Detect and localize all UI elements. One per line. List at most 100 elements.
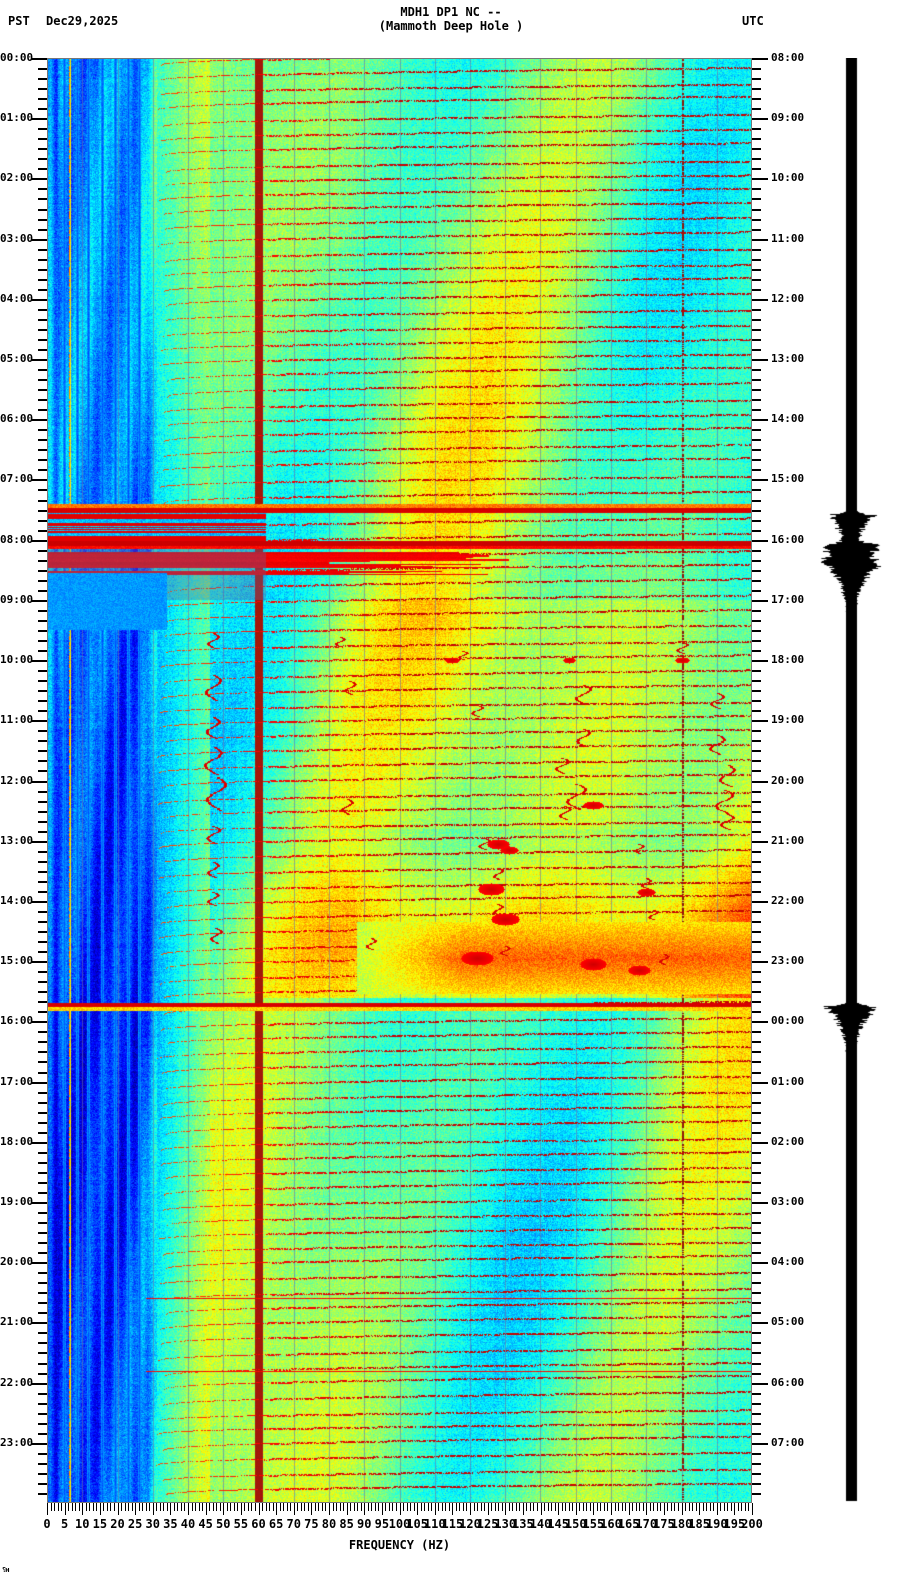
axis-tick [752,510,761,512]
axis-tick [752,640,761,642]
seismic-waveform-trace[interactable] [795,58,902,1503]
axis-tick [385,1503,386,1511]
axis-tick [38,1332,47,1334]
axis-tick [752,590,761,592]
axis-tick [752,1072,761,1074]
axis-tick [361,1503,362,1511]
axis-tick [38,309,47,311]
axis-tick-label: 12:00 [0,774,34,787]
frequency-tick-label: 195 [723,1517,746,1531]
axis-tick [752,901,768,903]
frequency-tick-label: 85 [339,1517,354,1531]
axis-tick [72,1503,73,1511]
axis-tick [555,1503,556,1511]
axis-tick [301,1503,302,1511]
axis-tick [488,1503,489,1515]
axis-tick [417,1503,418,1515]
axis-tick [31,359,47,361]
axis-tick [89,1503,90,1511]
axis-tick [38,891,47,893]
axis-tick [160,1503,161,1511]
axis-tick [600,1503,601,1511]
axis-tick [31,118,47,120]
axis-tick [682,1503,683,1515]
axis-tick [38,760,47,762]
axis-tick [752,309,761,311]
axis-tick [629,1503,630,1515]
axis-tick [135,1503,136,1515]
date-label: Dec29,2025 [46,14,119,28]
axis-tick [347,1503,348,1515]
axis-tick [139,1503,140,1511]
axis-tick-label: 06:00 [0,412,34,425]
axis-tick [82,1503,83,1515]
axis-tick [495,1503,496,1511]
axis-tick [38,389,47,391]
axis-tick [38,1352,47,1354]
axis-tick [752,720,768,722]
axis-tick [752,1302,761,1304]
axis-tick [752,68,761,70]
spectrogram-plot[interactable] [47,58,752,1503]
axis-tick [38,750,47,752]
axis-tick [752,520,761,522]
axis-tick [38,1132,47,1134]
axis-tick [38,198,47,200]
axis-tick [290,1503,291,1511]
axis-tick [259,1503,260,1515]
axis-tick [752,710,761,712]
axis-tick [110,1503,111,1511]
axis-tick [526,1503,527,1511]
axis-tick [752,981,761,983]
axis-tick [717,1503,718,1515]
station-code-title: MDH1 DP1 NC -- [400,5,502,19]
axis-tick [38,168,47,170]
axis-tick [38,881,47,883]
axis-tick [107,1503,108,1511]
axis-tick [466,1503,467,1511]
axis-tick [184,1503,185,1511]
axis-tick [463,1503,464,1511]
waveform-canvas [795,58,902,1503]
axis-tick [114,1503,115,1511]
axis-tick [445,1503,446,1511]
axis-tick [149,1503,150,1511]
axis-tick [752,700,761,702]
axis-tick [752,379,761,381]
axis-tick [38,991,47,993]
axis-tick [38,510,47,512]
axis-tick [38,801,47,803]
axis-tick-label: 16:00 [0,1014,34,1027]
axis-tick [38,630,47,632]
axis-tick [146,1503,147,1511]
axis-tick [206,1503,207,1515]
axis-tick-label: 04:00 [0,292,34,305]
axis-tick [156,1503,157,1511]
axis-tick [38,1172,47,1174]
axis-tick [287,1503,288,1511]
axis-tick [431,1503,432,1511]
axis-tick [752,1403,761,1405]
axis-tick [551,1503,552,1511]
axis-tick [533,1503,534,1511]
axis-tick [38,1242,47,1244]
axis-tick [368,1503,369,1511]
axis-tick [333,1503,334,1511]
axis-tick [86,1503,87,1511]
axis-tick [752,811,761,813]
axis-tick [752,1212,761,1214]
axis-tick [241,1503,242,1515]
axis-tick [752,1433,761,1435]
axis-tick [329,1503,330,1515]
axis-tick-label: 17:00 [0,1075,34,1088]
frequency-tick-label: 65 [268,1517,284,1531]
axis-tick [31,720,47,722]
axis-tick [752,750,761,752]
axis-tick [121,1503,122,1511]
axis-tick [752,1393,761,1395]
axis-tick [38,319,47,321]
axis-tick [752,1473,761,1475]
axis-tick [392,1503,393,1511]
axis-tick [438,1503,439,1511]
axis-tick [752,98,761,100]
